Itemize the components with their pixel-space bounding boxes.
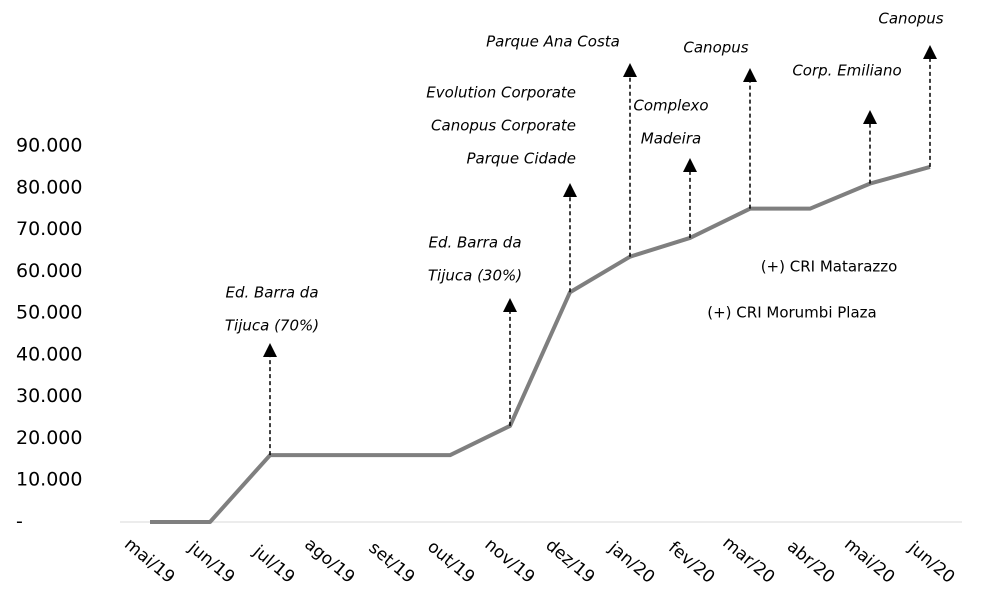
annotation: Complexo [633, 97, 708, 115]
arrow-head [563, 183, 577, 197]
y-tick-label: 40.000 [16, 343, 82, 365]
x-tick-label: mai/20 [840, 534, 898, 587]
arrow-head [683, 158, 697, 172]
series-line [150, 164, 931, 524]
arrow-head [923, 45, 937, 59]
x-tick-label: jun/19 [184, 537, 239, 587]
annotation: Canopus [683, 39, 748, 57]
x-tick-label: set/19 [365, 538, 419, 588]
annotation: Evolution Corporate [426, 84, 576, 102]
y-tick-label: 10.000 [16, 469, 82, 491]
arrow-head [623, 63, 637, 77]
annotation: Corp. Emiliano [792, 62, 901, 80]
annotation: Ed. Barra da [225, 284, 318, 302]
x-tick-label: jan/20 [604, 537, 658, 587]
x-tick-label: mai/19 [120, 534, 178, 587]
arrow-head [863, 110, 877, 124]
x-tick-label: ago/19 [300, 534, 358, 587]
annotation: Madeira [641, 130, 701, 148]
annotation: Ed. Barra da [428, 234, 521, 252]
arrow-head [743, 68, 757, 82]
y-tick-label: 30.000 [16, 385, 82, 407]
annotation: Tijuca (70%) [225, 317, 319, 335]
annotation: Parque Ana Costa [486, 33, 620, 51]
y-tick-label: 20.000 [16, 427, 82, 449]
x-tick-label: mar/20 [719, 533, 779, 588]
x-tick-label: fev/20 [664, 538, 718, 588]
x-tick-label: jul/19 [248, 541, 298, 588]
annotation: Canopus Corporate [431, 117, 576, 135]
annotation: Canopus [878, 10, 943, 28]
x-tick-label: out/19 [423, 537, 478, 588]
annotation: Tijuca (30%) [428, 267, 522, 285]
annotation: Parque Cidade [466, 150, 576, 168]
x-tick-label: abr/20 [783, 537, 838, 588]
x-tick-label: dez/19 [541, 535, 598, 587]
note: (+) CRI Morumbi Plaza [707, 304, 876, 322]
arrow-head [263, 343, 277, 357]
arrow-head [503, 298, 517, 312]
y-tick-label: 50.000 [16, 302, 82, 324]
y-tick-label: 80.000 [16, 176, 82, 198]
y-tick-label: 70.000 [16, 218, 82, 240]
x-tick-label: nov/19 [481, 535, 539, 588]
y-tick-label: 90.000 [16, 135, 82, 157]
y-tick-label: 60.000 [16, 260, 82, 282]
note: (+) CRI Matarazzo [761, 258, 898, 276]
x-tick-label: jun/20 [904, 537, 959, 587]
y-tick-label: - [16, 511, 23, 533]
